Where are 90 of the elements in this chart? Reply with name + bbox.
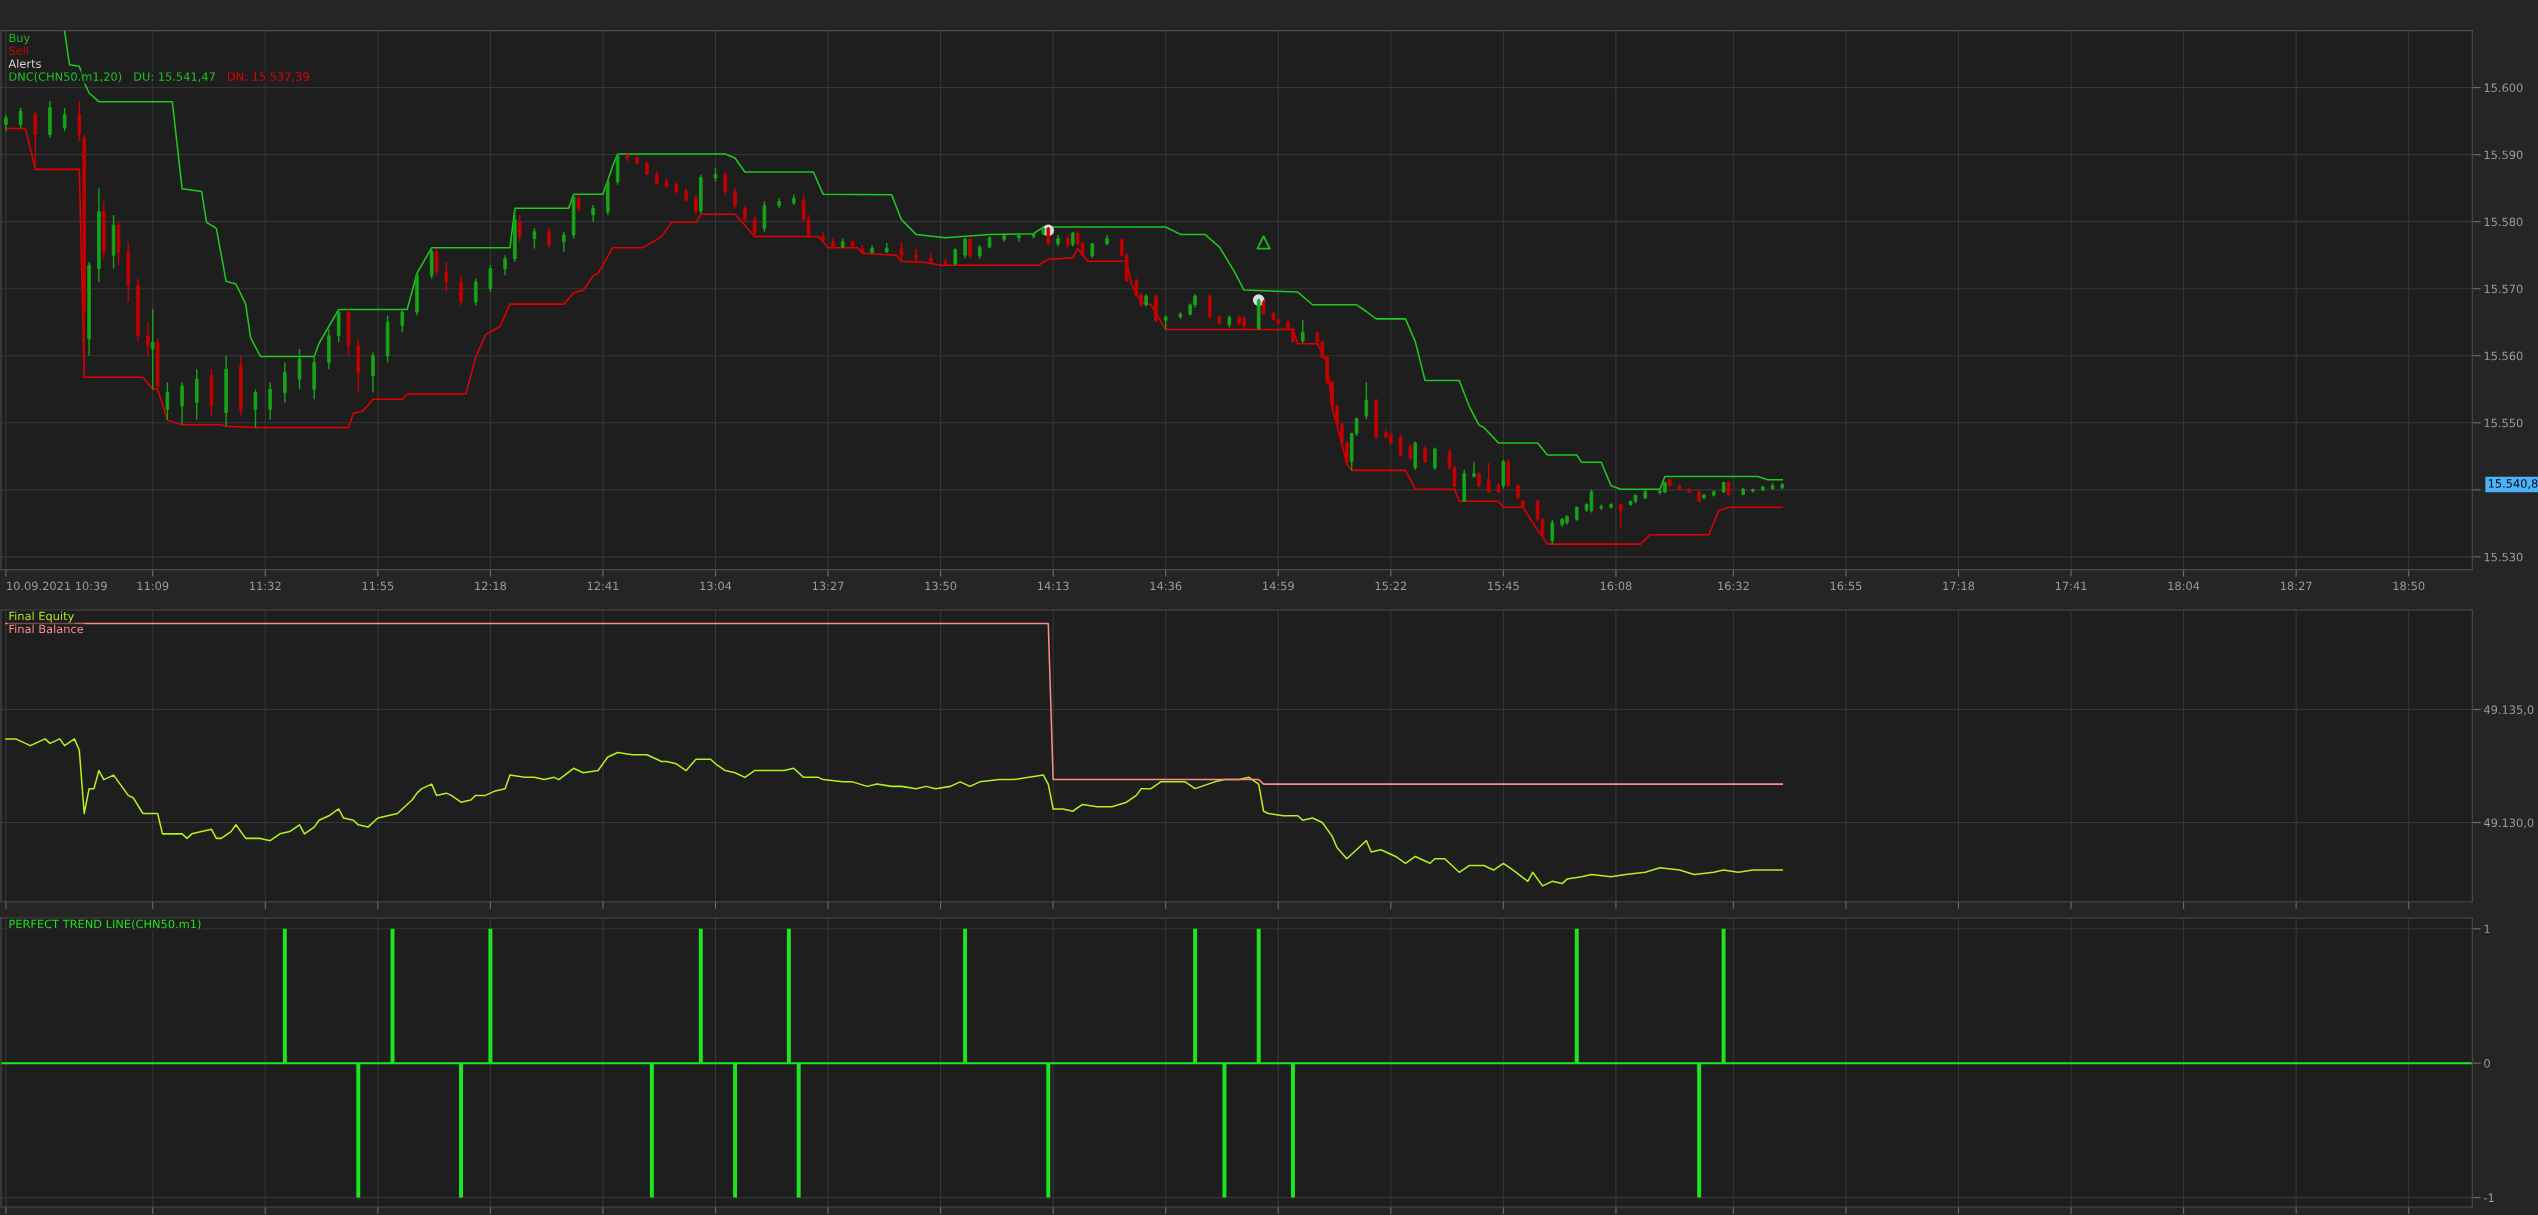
x-tick-label: 11:32 xyxy=(250,581,281,591)
x-tick-label: 16:32 xyxy=(1718,581,1749,591)
candlestick xyxy=(1550,519,1555,545)
candlestick xyxy=(1472,460,1476,479)
candlestick xyxy=(1207,294,1212,320)
y-tick-label: 15.600 xyxy=(2484,83,2523,93)
text: Alerts xyxy=(8,59,41,68)
candlestick xyxy=(194,368,199,421)
candlestick xyxy=(488,264,493,293)
y-tick-label: 15.560 xyxy=(2484,351,2523,361)
candlestick xyxy=(547,227,551,250)
y-tick-label: 15.590 xyxy=(2484,150,2523,160)
candlestick xyxy=(1046,226,1051,246)
x-tick-label: 15:45 xyxy=(1488,581,1519,591)
x-tick-label: 16:08 xyxy=(1600,581,1632,591)
candlestick xyxy=(503,254,507,276)
point xyxy=(1256,235,1271,250)
candlestick xyxy=(733,187,737,209)
candlestick xyxy=(253,388,258,429)
x-tick-label: 18:27 xyxy=(2280,581,2312,591)
candlestick xyxy=(694,194,698,215)
series-label: DU: 15.541,47 xyxy=(134,72,215,83)
text: Buy xyxy=(9,33,30,45)
x-tick-label: 18:50 xyxy=(2393,581,2425,591)
x-tick-label: 14:59 xyxy=(1263,581,1294,591)
x-tick-label: 13:27 xyxy=(812,581,844,591)
candlestick xyxy=(752,214,757,236)
x-tick-label: 17:18 xyxy=(1943,581,1975,591)
candlestick xyxy=(899,241,904,262)
x-tick-label: 17:41 xyxy=(2055,581,2087,591)
y-tick-label: -1 xyxy=(2483,1193,2494,1202)
text: Final Equity xyxy=(9,611,74,623)
x-tick-label: 11:55 xyxy=(362,581,394,591)
text: 15.540,8 xyxy=(2488,479,2538,489)
candlestick xyxy=(459,274,463,307)
candlestick xyxy=(1300,319,1305,344)
candlestick xyxy=(723,170,728,196)
x-tick-label: 15:22 xyxy=(1375,581,1407,591)
text: PERFECT TREND LINE(CHN50.m1) xyxy=(9,919,201,930)
x-tick-label: 18:04 xyxy=(2168,581,2200,591)
candlestick xyxy=(532,227,537,250)
x-tick-label: 11:09 xyxy=(137,581,169,591)
candlestick xyxy=(1486,462,1491,494)
candlestick xyxy=(444,261,449,293)
y-tick-label: 15.530 xyxy=(2484,552,2523,562)
y-tick-label: 49.135,0 xyxy=(2483,705,2534,716)
legend-label: Sell xyxy=(9,46,28,56)
x-tick-label: 12:18 xyxy=(475,581,507,591)
x-tick-label: 14:13 xyxy=(1037,581,1069,591)
candlestick xyxy=(336,308,341,344)
candlestick xyxy=(562,231,566,253)
y-tick-label: 0 xyxy=(2484,1059,2490,1068)
text: DN: 15.537,39 xyxy=(228,72,309,83)
candlestick xyxy=(762,200,767,233)
candlestick xyxy=(146,321,150,357)
candlestick xyxy=(33,110,38,171)
x-tick-label: 14:36 xyxy=(1150,581,1182,591)
y-tick-label: 15.550 xyxy=(2484,418,2523,428)
legend-title: DNC(CHN50.m1,20) xyxy=(9,72,122,83)
candlestick xyxy=(18,107,23,129)
candlestick xyxy=(150,308,155,390)
candlestick xyxy=(400,308,405,333)
candlestick xyxy=(1589,489,1594,514)
x-tick-label: 13:50 xyxy=(925,581,957,591)
candlestick xyxy=(180,381,184,426)
line-series xyxy=(5,738,1784,887)
candlestick xyxy=(268,381,272,421)
x-tick-label: 13:04 xyxy=(700,581,732,591)
x-tick-label: 16:55 xyxy=(1830,581,1862,591)
x-tick-label: 10.09.2021 10:39 xyxy=(7,581,107,591)
y-tick-label: 15.580 xyxy=(2484,217,2523,227)
candlestick xyxy=(77,100,82,142)
candlestick xyxy=(1619,502,1623,530)
candlestick xyxy=(283,361,287,404)
candlestick xyxy=(165,381,170,421)
x-tick-label: 12:41 xyxy=(587,581,619,591)
candlestick xyxy=(62,107,67,132)
candlestick xyxy=(297,348,302,390)
y-tick-label: 1 xyxy=(2484,924,2490,934)
candlestick xyxy=(517,214,522,243)
series-label: Final Balance xyxy=(9,624,84,634)
y-tick-label: 15.570 xyxy=(2484,284,2523,294)
candlestick xyxy=(429,247,434,280)
candlestick xyxy=(1364,381,1369,421)
candlestick xyxy=(434,247,439,276)
line-series xyxy=(5,127,1784,545)
y-tick-label: 49.130,0 xyxy=(2483,818,2534,829)
candlestick xyxy=(914,247,918,263)
candlestick xyxy=(371,351,375,394)
candlestick xyxy=(473,277,478,307)
